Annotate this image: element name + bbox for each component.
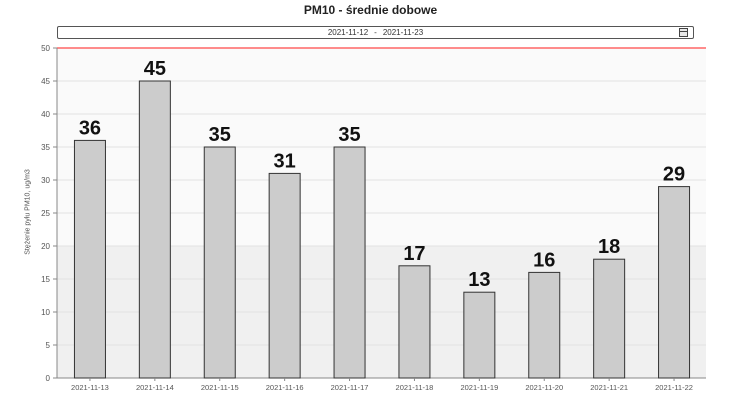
data-label: 31 xyxy=(274,150,296,172)
calendar-icon[interactable] xyxy=(679,28,688,37)
x-tick-label: 2021-11-20 xyxy=(525,383,563,392)
x-tick-label: 2021-11-15 xyxy=(201,383,239,392)
bar xyxy=(73,139,106,379)
bar xyxy=(398,265,431,379)
bar xyxy=(268,172,301,379)
y-tick-label: 45 xyxy=(41,77,50,86)
y-tick-label: 5 xyxy=(46,341,51,350)
y-tick-label: 20 xyxy=(41,242,50,251)
date-range-picker[interactable]: 2021-11-12-2021-11-23 xyxy=(57,26,694,39)
y-tick-label: 35 xyxy=(41,143,50,152)
x-tick-label: 2021-11-22 xyxy=(655,383,693,392)
chart-title: PM10 - średnie dobowe xyxy=(303,3,438,17)
data-label: 13 xyxy=(468,269,490,291)
y-tick-label: 15 xyxy=(41,275,50,284)
x-tick-label: 2021-11-18 xyxy=(396,383,434,392)
y-tick-label: 10 xyxy=(41,308,50,317)
data-label: 16 xyxy=(533,249,555,271)
x-tick-label: 2021-11-19 xyxy=(460,383,498,392)
x-tick-label: 2021-11-17 xyxy=(331,383,369,392)
data-label: 35 xyxy=(209,124,231,146)
x-tick-label: 2021-11-16 xyxy=(266,383,304,392)
bar xyxy=(333,146,366,379)
data-label: 35 xyxy=(338,124,360,146)
bar xyxy=(463,291,496,379)
y-tick-label: 0 xyxy=(46,374,51,383)
bar xyxy=(528,271,561,379)
y-tick-label: 25 xyxy=(41,209,50,218)
y-tick-label: 50 xyxy=(41,44,50,53)
y-tick-label: 40 xyxy=(41,110,50,119)
x-tick-label: 2021-11-14 xyxy=(136,383,174,392)
date-range-from: 2021-11-12 xyxy=(327,28,369,37)
bar xyxy=(658,186,691,379)
data-label: 36 xyxy=(79,117,101,139)
y-axis-label: Stężenie pyłu PM10, ug/m3 xyxy=(24,169,32,255)
y-tick-label: 30 xyxy=(41,176,50,185)
x-tick-label: 2021-11-13 xyxy=(71,383,109,392)
data-label: 45 xyxy=(144,58,166,80)
data-label: 29 xyxy=(663,164,685,186)
date-range-separator: - xyxy=(374,28,377,37)
data-label: 17 xyxy=(403,243,425,265)
data-label: 18 xyxy=(598,236,620,258)
bar xyxy=(593,258,626,379)
bar xyxy=(138,80,171,379)
x-tick-label: 2021-11-21 xyxy=(590,383,628,392)
bar xyxy=(203,146,236,379)
date-range-to: 2021-11-23 xyxy=(382,28,424,37)
